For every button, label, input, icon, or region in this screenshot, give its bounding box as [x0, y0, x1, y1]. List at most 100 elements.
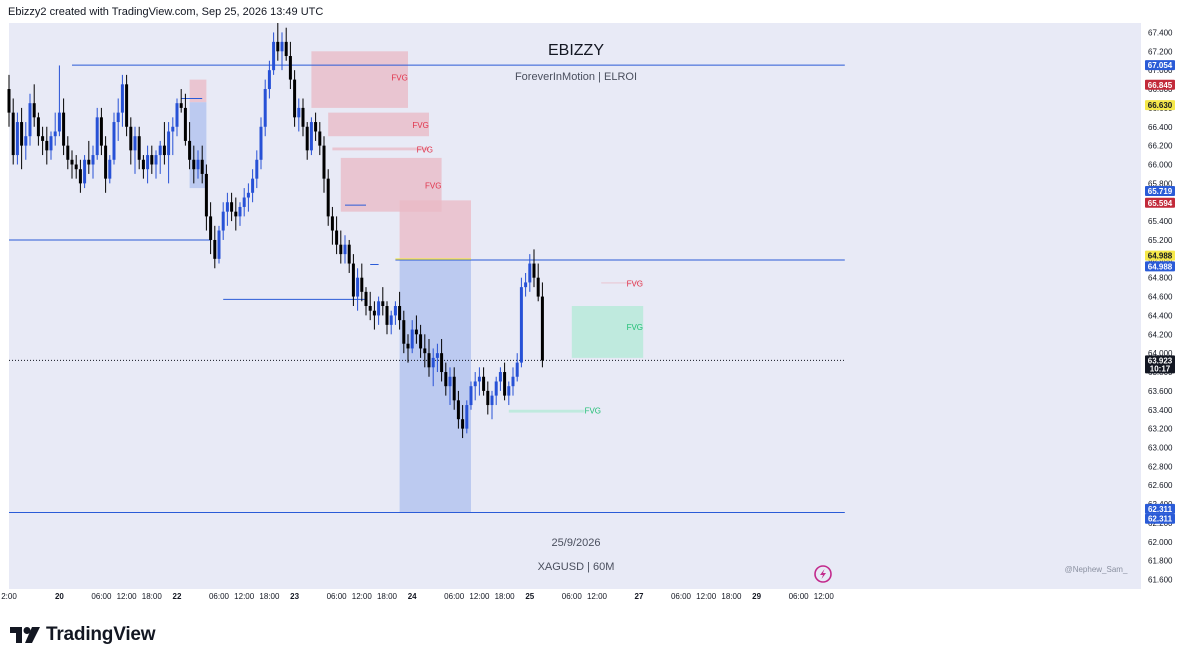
candle-6[interactable]: [32, 84, 36, 127]
candle-93[interactable]: [398, 291, 402, 330]
candle-110[interactable]: [469, 381, 473, 410]
candle-3[interactable]: [20, 107, 24, 170]
candle-21[interactable]: [95, 107, 99, 160]
candle-67[interactable]: [288, 41, 292, 90]
candle-66[interactable]: [284, 27, 288, 61]
candle-47[interactable]: [204, 164, 208, 231]
candle-44[interactable]: [192, 145, 196, 184]
candle-54[interactable]: [234, 197, 238, 231]
candle-114[interactable]: [486, 381, 490, 415]
candle-97[interactable]: [414, 315, 418, 344]
candle-48[interactable]: [209, 202, 213, 255]
candle-91[interactable]: [389, 310, 393, 335]
candle-49[interactable]: [213, 225, 217, 269]
bear-fvg-zone-6[interactable]: [332, 147, 429, 151]
candle-55[interactable]: [238, 202, 242, 226]
bear-fvg-zone-5[interactable]: [328, 112, 429, 137]
candle-33[interactable]: [146, 145, 150, 184]
candle-46[interactable]: [200, 145, 204, 184]
candle-62[interactable]: [267, 60, 271, 99]
candle-74[interactable]: [318, 122, 322, 156]
bull-fvg-zone-9[interactable]: [571, 306, 644, 358]
candle-72[interactable]: [309, 117, 313, 156]
candle-57[interactable]: [246, 183, 250, 212]
candle-73[interactable]: [314, 112, 318, 141]
candle-107[interactable]: [456, 390, 460, 429]
candle-60[interactable]: [259, 117, 263, 170]
candle-40[interactable]: [175, 98, 179, 137]
candle-23[interactable]: [104, 136, 108, 193]
candle-7[interactable]: [36, 112, 40, 146]
candle-37[interactable]: [162, 122, 166, 165]
candle-24[interactable]: [108, 155, 112, 184]
candle-78[interactable]: [335, 216, 339, 255]
candle-11[interactable]: [53, 112, 57, 146]
candle-41[interactable]: [179, 89, 183, 113]
candle-81[interactable]: [347, 239, 351, 273]
candle-51[interactable]: [221, 202, 225, 240]
candle-124[interactable]: [528, 254, 532, 292]
candle-36[interactable]: [158, 140, 162, 174]
candle-102[interactable]: [435, 343, 439, 373]
candle-123[interactable]: [524, 272, 528, 297]
candle-43[interactable]: [188, 122, 192, 170]
candle-65[interactable]: [280, 32, 284, 71]
candle-32[interactable]: [141, 155, 145, 179]
candle-116[interactable]: [494, 376, 498, 406]
candle-30[interactable]: [133, 126, 137, 174]
candle-4[interactable]: [24, 122, 28, 160]
candle-12[interactable]: [57, 65, 61, 137]
candle-20[interactable]: [91, 145, 95, 179]
candle-119[interactable]: [507, 381, 511, 406]
candle-94[interactable]: [402, 310, 406, 354]
candle-126[interactable]: [536, 263, 540, 302]
candle-26[interactable]: [116, 98, 120, 141]
candle-38[interactable]: [167, 122, 171, 184]
candle-8[interactable]: [41, 126, 45, 156]
candle-121[interactable]: [515, 353, 519, 382]
bear-fvg-zone-8[interactable]: [601, 282, 644, 284]
candle-39[interactable]: [171, 117, 175, 156]
candle-25[interactable]: [112, 112, 116, 165]
candle-52[interactable]: [225, 192, 229, 226]
candle-115[interactable]: [490, 390, 494, 420]
candle-84[interactable]: [360, 263, 364, 302]
candle-83[interactable]: [356, 268, 360, 311]
candle-42[interactable]: [183, 93, 187, 146]
candle-10[interactable]: [49, 131, 53, 160]
candle-16[interactable]: [74, 155, 78, 179]
candle-79[interactable]: [339, 230, 343, 264]
bear-fvg-zone-4[interactable]: [311, 51, 408, 108]
bear-ob-zone-2[interactable]: [189, 79, 207, 103]
candle-89[interactable]: [381, 287, 385, 316]
candle-88[interactable]: [377, 296, 381, 325]
candle-68[interactable]: [293, 70, 297, 127]
candle-35[interactable]: [154, 150, 158, 179]
tradingview-logo[interactable]: TradingView: [10, 622, 156, 648]
candle-14[interactable]: [66, 136, 70, 170]
candle-85[interactable]: [364, 287, 368, 316]
candle-2[interactable]: [15, 112, 19, 165]
candle-34[interactable]: [150, 145, 154, 174]
candle-45[interactable]: [196, 150, 200, 179]
candle-104[interactable]: [444, 362, 448, 396]
candle-69[interactable]: [297, 98, 301, 132]
candle-13[interactable]: [62, 98, 66, 156]
candle-108[interactable]: [461, 405, 465, 439]
candle-112[interactable]: [477, 367, 481, 396]
candle-27[interactable]: [120, 74, 124, 127]
candle-17[interactable]: [78, 159, 82, 193]
bull-fvg-zone-10[interactable]: [508, 409, 585, 413]
candle-15[interactable]: [70, 150, 74, 179]
candle-71[interactable]: [305, 122, 309, 160]
candle-118[interactable]: [503, 362, 507, 401]
candle-82[interactable]: [351, 254, 355, 306]
candle-29[interactable]: [129, 117, 133, 165]
candle-18[interactable]: [83, 155, 87, 189]
candle-100[interactable]: [427, 339, 431, 377]
candle-99[interactable]: [423, 334, 427, 368]
candle-0[interactable]: [7, 74, 11, 127]
candle-117[interactable]: [498, 367, 502, 391]
lightning-icon[interactable]: [814, 565, 832, 583]
